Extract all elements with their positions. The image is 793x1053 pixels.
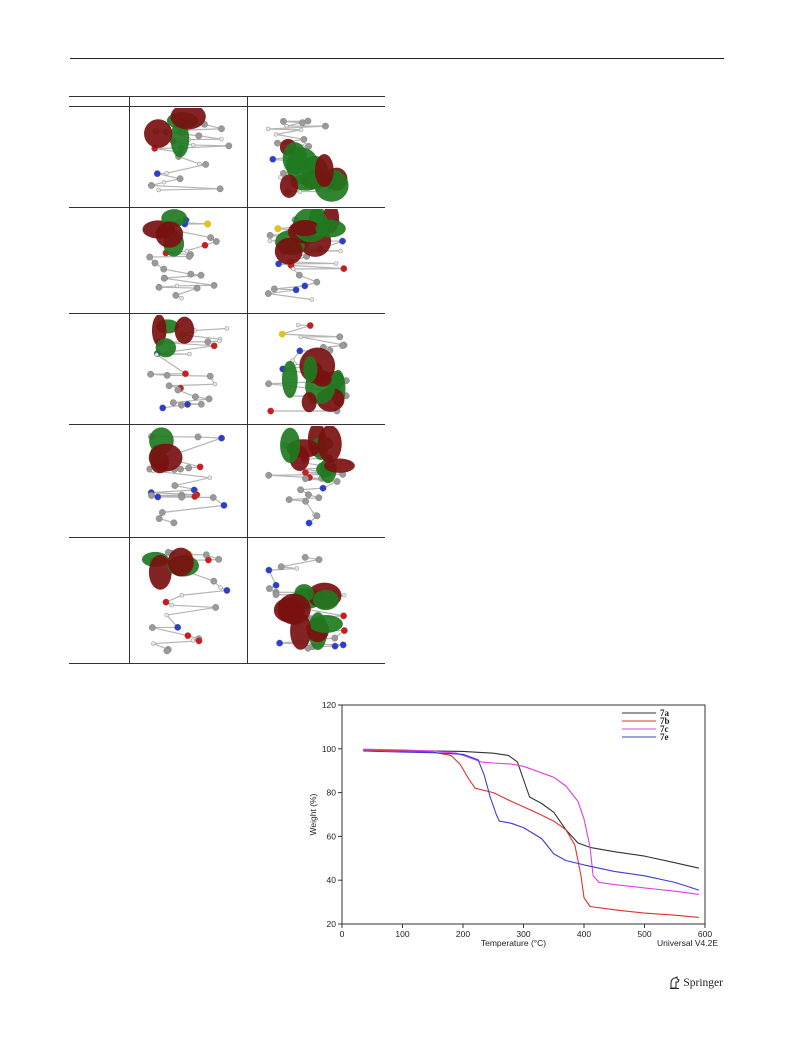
series-line-7a	[363, 749, 700, 869]
table-row-rule	[69, 207, 385, 208]
table-row-rule	[69, 313, 385, 314]
lumo-orbital-7b	[264, 209, 348, 302]
x-tick-label: 0	[340, 929, 345, 939]
y-tick-label: 20	[327, 919, 337, 929]
legend-label-7c: 7c	[660, 724, 669, 734]
series-line-7b	[363, 749, 699, 918]
publisher-name: Springer	[683, 976, 723, 989]
table-column-rule	[247, 96, 248, 664]
table-top-rule	[69, 96, 385, 97]
y-tick-label: 60	[327, 831, 337, 841]
table-row-rule	[69, 424, 385, 425]
lumo-orbital-7e	[265, 553, 348, 652]
table-column-rule	[129, 96, 130, 664]
x-tick-label: 600	[698, 929, 712, 939]
y-tick-label: 120	[322, 700, 336, 710]
instrument-footer: Universal V4.2E	[657, 938, 718, 948]
table-header-rule	[69, 106, 385, 107]
x-tick-label: 400	[577, 929, 591, 939]
legend-label-7b: 7b	[660, 716, 670, 726]
x-tick-label: 200	[456, 929, 470, 939]
x-tick-label: 100	[395, 929, 409, 939]
table-row-rule	[69, 537, 385, 538]
orbital-table	[69, 96, 385, 664]
publisher-logo: Springer	[669, 976, 723, 989]
homo-orbital-7d	[146, 427, 228, 527]
x-tick-label: 500	[637, 929, 651, 939]
x-tick-label: 300	[516, 929, 530, 939]
series-line-7c	[363, 748, 699, 895]
springer-horse-icon	[670, 976, 681, 989]
tga-chart-svg: 0 100 200 300 400 500 600 20 40 60 80 100 120 Tempera…	[308, 700, 718, 948]
homo-orbital-7b	[142, 209, 220, 301]
lumo-orbital-7d	[265, 426, 355, 527]
y-axis-label: Weight (%)	[308, 793, 318, 835]
tga-chart: 0 100 200 300 400 500 600 20 40 60 80 100 120 Tempera…	[300, 698, 720, 950]
plot-frame	[341, 704, 706, 925]
homo-orbital-7c	[147, 315, 230, 412]
homo-orbital-7e	[141, 547, 231, 655]
y-tick-label: 40	[327, 875, 337, 885]
page-header-rule	[70, 58, 724, 59]
lumo-orbital-7a	[265, 117, 349, 202]
legend-label-7a: 7a	[660, 708, 670, 718]
legend-label-7e: 7e	[660, 732, 669, 742]
y-tick-label: 100	[322, 744, 336, 754]
x-axis-label: Temperature (°C)	[481, 938, 546, 948]
homo-orbital-7a	[144, 108, 233, 193]
lumo-orbital-7c	[265, 322, 350, 415]
y-tick-label: 80	[327, 788, 337, 798]
table-bottom-rule	[69, 663, 385, 664]
series-line-7e	[363, 750, 700, 891]
